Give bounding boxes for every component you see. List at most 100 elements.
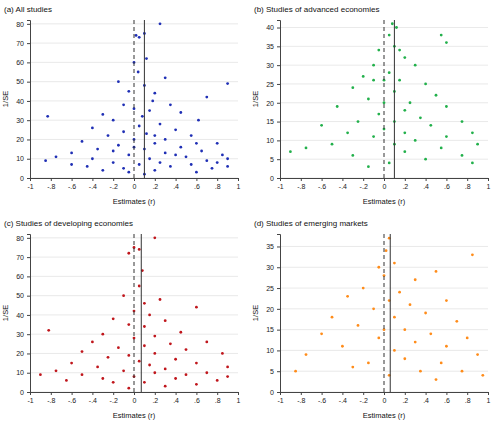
tick: -1 (27, 178, 33, 190)
tick-label: 60 (16, 59, 24, 66)
point (148, 157, 151, 160)
point (362, 75, 365, 78)
point (476, 143, 479, 146)
tick-label: 5 (270, 368, 274, 375)
tick-mark (27, 82, 30, 83)
point (391, 22, 394, 25)
tick-mark (322, 178, 323, 181)
tick-label: 25 (266, 81, 274, 88)
point (143, 344, 146, 347)
tick: .6 (444, 178, 450, 190)
tick-label: 80 (16, 21, 24, 28)
tick-label: 50 (16, 78, 24, 85)
point (440, 34, 443, 37)
point (395, 26, 398, 29)
tick-label: .4 (173, 397, 179, 404)
point (81, 140, 84, 143)
tick-mark (426, 178, 427, 181)
point (362, 287, 365, 290)
point (429, 124, 432, 127)
tick: -.6 (68, 178, 76, 190)
tick: .4 (423, 392, 429, 404)
tick: .2 (402, 178, 408, 190)
title: (c) Studies of developing economies (4, 219, 133, 228)
point (221, 153, 224, 156)
point (127, 171, 130, 174)
tick-mark (51, 178, 52, 181)
tick-label: -.4 (89, 397, 97, 404)
point (372, 307, 375, 310)
point (409, 303, 412, 306)
tick-mark (155, 178, 156, 181)
tick-mark (363, 392, 364, 395)
tick: -.4 (339, 178, 347, 190)
title: (d) Studies of emerging markets (254, 219, 368, 228)
tick-label: .2 (402, 183, 408, 190)
point (195, 362, 198, 365)
point (351, 154, 354, 157)
tick-mark (27, 178, 30, 179)
point (377, 337, 380, 340)
tick: 70 (16, 254, 30, 261)
point (226, 157, 229, 160)
point (153, 335, 156, 338)
point (398, 291, 401, 294)
point (398, 79, 401, 82)
tick: -.2 (110, 392, 118, 404)
point (101, 169, 104, 172)
point (122, 369, 125, 372)
tick: -.2 (360, 392, 368, 404)
tick-mark (155, 392, 156, 395)
tick-mark (27, 24, 30, 25)
tick-label: .4 (423, 397, 429, 404)
tick-mark (405, 392, 406, 395)
point (393, 262, 396, 265)
point (143, 325, 146, 328)
tick: 35 (266, 43, 280, 50)
point (190, 163, 193, 166)
tick-label: .8 (215, 397, 221, 404)
tick-label: -.2 (110, 397, 118, 404)
axis-line (31, 393, 239, 396)
point (357, 120, 360, 123)
axis-line (27, 21, 31, 179)
tick-label: .8 (215, 183, 221, 190)
tick-mark (342, 178, 343, 181)
tick: .4 (173, 178, 179, 190)
point (141, 115, 144, 118)
point (164, 76, 167, 79)
tick: 40 (266, 24, 280, 31)
point (122, 103, 125, 106)
point (174, 128, 177, 131)
point (216, 142, 219, 145)
tick-label: 15 (266, 326, 274, 333)
point (135, 34, 138, 37)
point (159, 298, 162, 301)
tick-label: 30 (16, 117, 24, 124)
tick: .6 (194, 392, 200, 404)
tick-label: -.4 (89, 183, 97, 190)
point (153, 236, 156, 239)
tick-mark (238, 392, 239, 395)
tick-mark (488, 392, 489, 395)
point (471, 253, 474, 256)
tick: 1 (237, 392, 241, 404)
point (226, 366, 229, 369)
point (127, 387, 130, 390)
tick: 60 (16, 59, 30, 66)
axis-line (281, 179, 489, 182)
tick: -.8 (297, 178, 305, 190)
tick-label: 20 (16, 350, 24, 357)
point (138, 163, 141, 166)
tick-mark (384, 392, 385, 395)
point (101, 113, 104, 116)
point (429, 332, 432, 335)
tick: -.8 (297, 392, 305, 404)
point (367, 165, 370, 168)
tick-label: .4 (423, 183, 429, 190)
tick-label: 50 (16, 292, 24, 299)
tick-mark (134, 392, 135, 395)
point (346, 131, 349, 134)
tick-mark (301, 392, 302, 395)
point (96, 148, 99, 151)
